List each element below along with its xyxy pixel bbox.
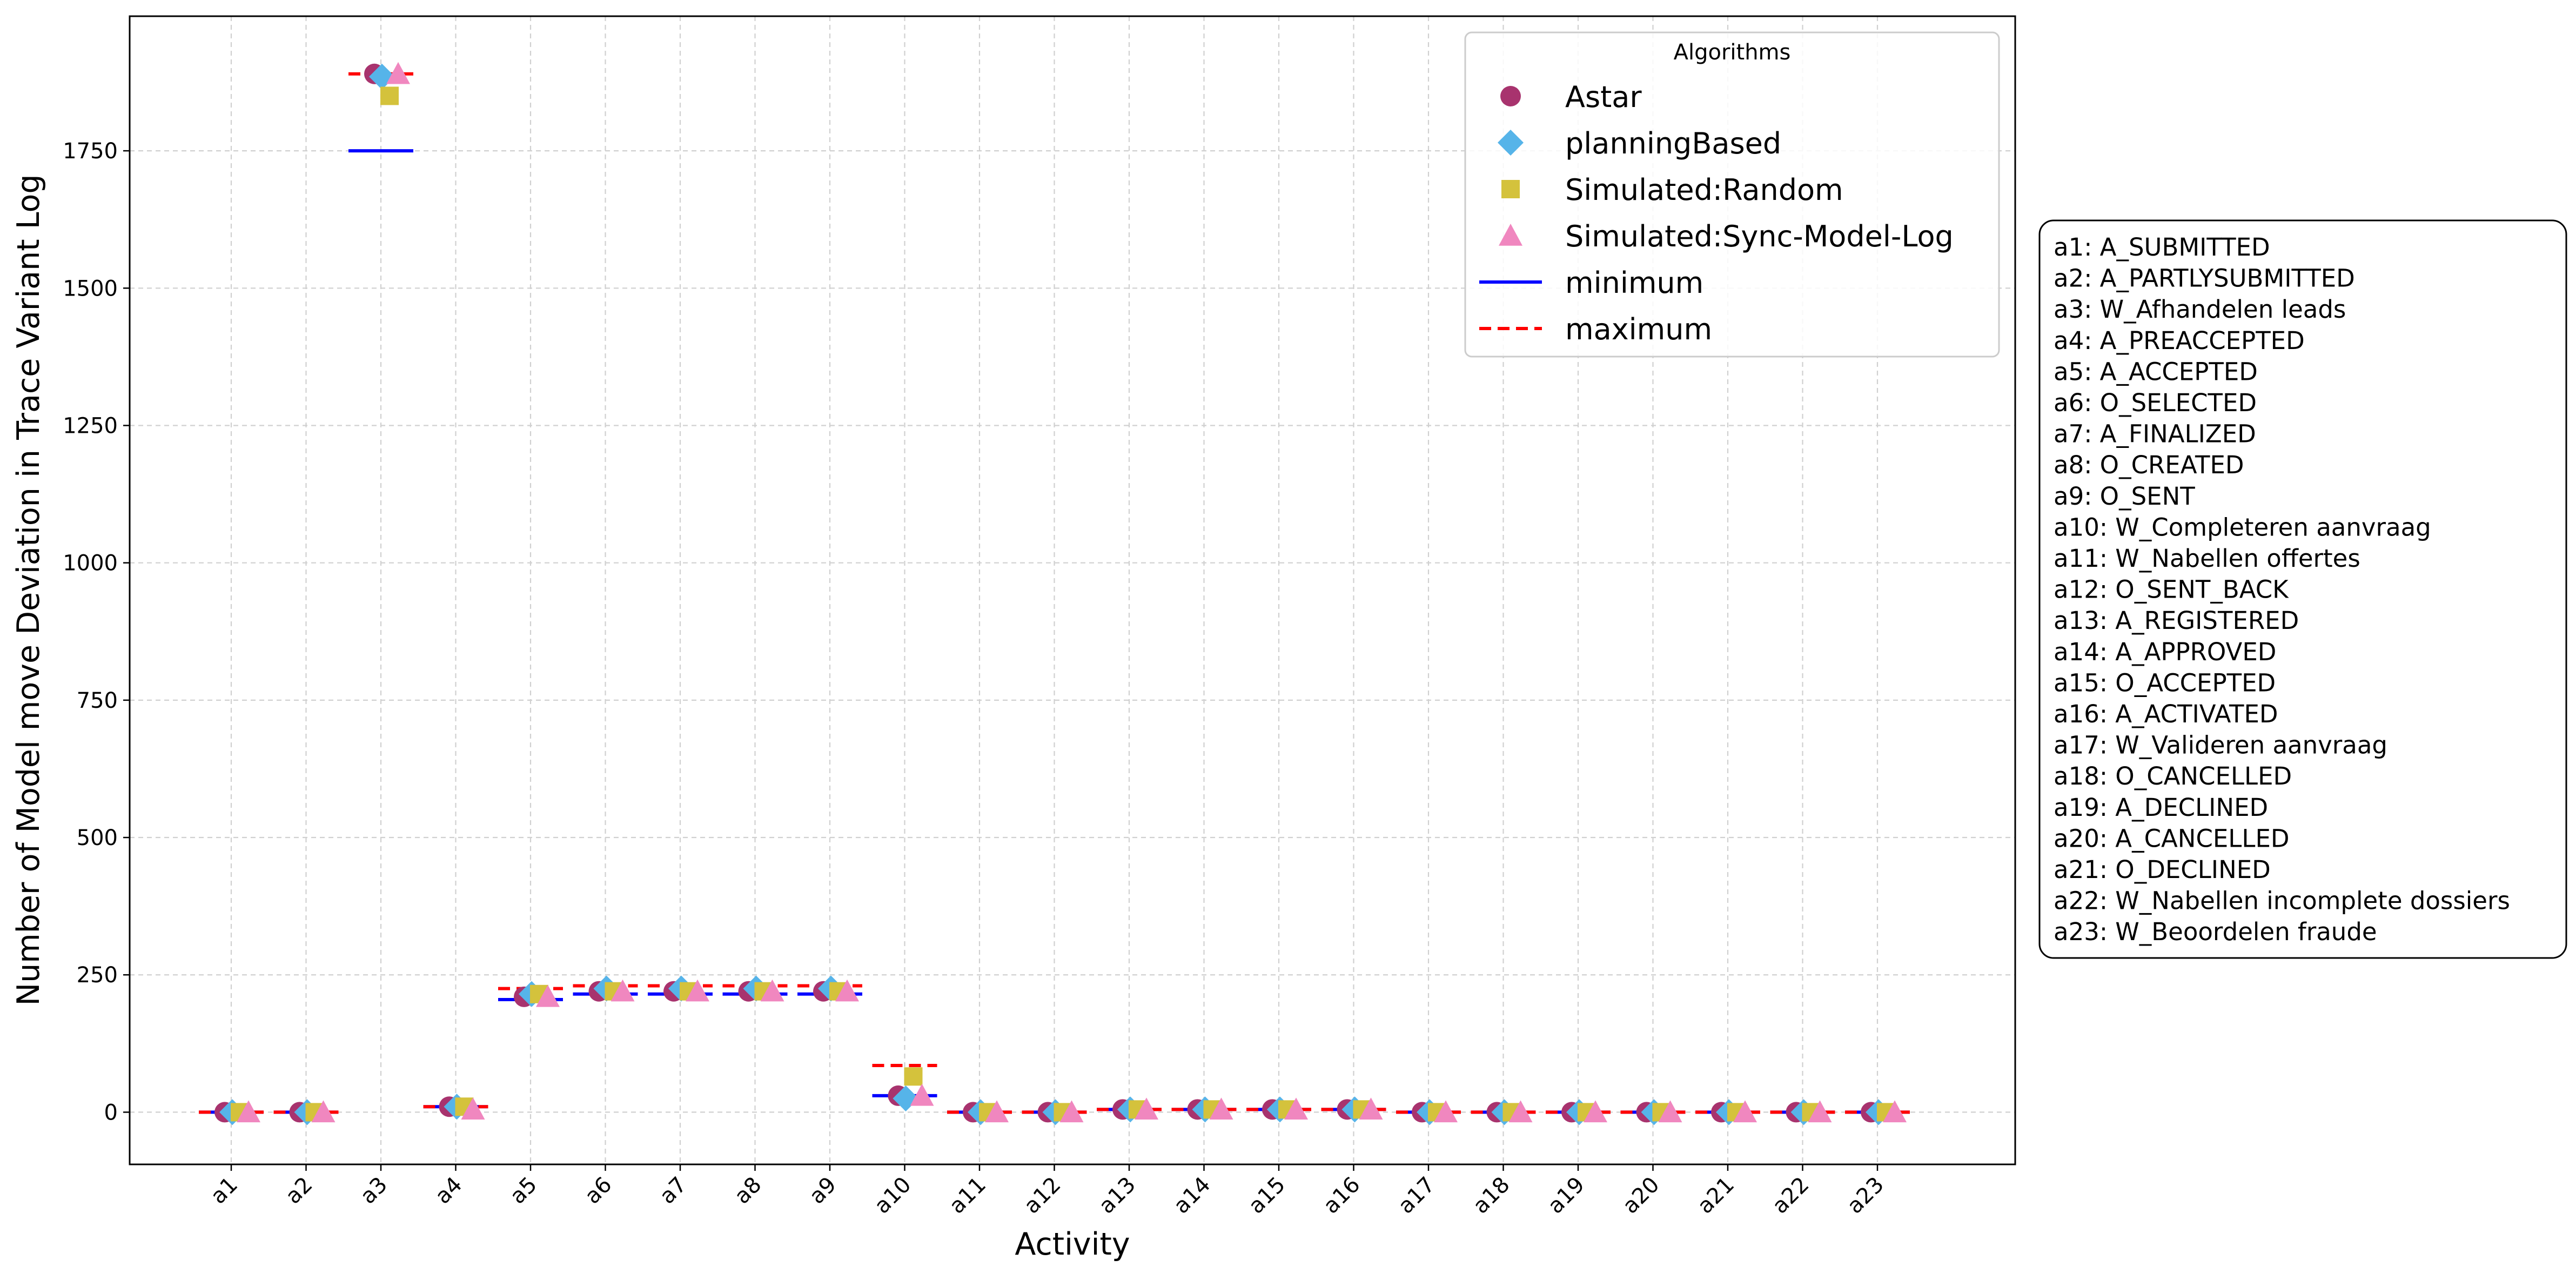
activity-key-entry: a10: W_Completeren aanvraag: [2054, 513, 2431, 541]
legend-label: maximum: [1565, 312, 1712, 346]
activity-key-entry: a1: A_SUBMITTED: [2054, 233, 2270, 262]
data-point: [536, 984, 560, 1007]
activity-key-entry: a13: A_REGISTERED: [2054, 606, 2299, 635]
data-point: [1434, 1100, 1458, 1123]
y-tick-label: 1750: [63, 139, 118, 164]
activity-key-entry: a3: W_Afhandelen leads: [2054, 295, 2346, 324]
data-point: [311, 1100, 336, 1123]
x-axis-label: Activity: [1015, 1227, 1130, 1262]
activity-key-entry: a21: O_DECLINED: [2054, 855, 2271, 884]
data-point: [910, 1083, 934, 1106]
legend-marker: [1498, 130, 1524, 156]
data-point: [380, 86, 399, 105]
legend-label: Simulated:Sync-Model-Log: [1565, 219, 1954, 253]
data-point: [386, 62, 410, 84]
activity-key-entry: a8: O_CREATED: [2054, 451, 2244, 479]
y-tick-label: 1250: [63, 413, 118, 438]
legend-marker: [1501, 180, 1520, 198]
data-point: [1059, 1100, 1084, 1123]
legend-box: [1464, 31, 2000, 358]
activity-key-box: [2038, 219, 2567, 959]
legend-marker: [1499, 224, 1522, 246]
data-point: [686, 979, 709, 1002]
data-point: [1209, 1097, 1233, 1120]
activity-key-entry: a16: A_ACTIVATED: [2054, 700, 2278, 728]
data-point: [1359, 1097, 1383, 1120]
data-point: [1658, 1100, 1682, 1123]
data-point: [1284, 1097, 1308, 1120]
data-point: [760, 979, 784, 1002]
activity-key-entry: a7: A_FINALIZED: [2054, 420, 2256, 448]
activity-key-entry: a15: O_ACCEPTED: [2054, 668, 2276, 697]
activity-key-entry: a19: A_DECLINED: [2054, 793, 2268, 822]
grid: [130, 16, 2015, 1164]
data-point: [611, 979, 635, 1002]
activity-key-entry: a5: A_ACCEPTED: [2054, 357, 2258, 386]
activity-key-entry: a23: W_Beoordelen fraude: [2054, 917, 2377, 946]
data-point: [904, 1067, 923, 1086]
data-point: [1733, 1100, 1757, 1123]
data-point: [1508, 1100, 1533, 1123]
data-point: [835, 979, 859, 1002]
data-point: [1584, 1100, 1607, 1123]
legend-label: Simulated:Random: [1565, 173, 1843, 207]
data-point: [1808, 1100, 1832, 1123]
data-point: [237, 1100, 260, 1123]
activity-key-entry: a18: O_CANCELLED: [2054, 762, 2292, 790]
y-tick-label: 1000: [63, 551, 118, 576]
activity-key-entry: a14: A_APPROVED: [2054, 638, 2276, 666]
activity-key-entry: a17: W_Valideren aanvraag: [2054, 731, 2387, 760]
activity-key-entry: a2: A_PARTLYSUBMITTED: [2054, 264, 2355, 293]
activity-key-entry: a9: O_SENT: [2054, 482, 2195, 511]
y-tick-label: 1500: [63, 276, 118, 301]
plot-frame: [129, 15, 2016, 1165]
y-tick-label: 0: [104, 1100, 118, 1125]
activity-key-entry: a12: O_SENT_BACK: [2054, 575, 2289, 604]
y-tick-label: 750: [77, 688, 118, 713]
legend-marker: [1500, 86, 1521, 106]
data-point: [1883, 1100, 1907, 1123]
y-tick-label: 250: [77, 963, 118, 988]
y-axis-label: Number of Model move Deviation in Trace …: [11, 175, 46, 1006]
legend: Algorithms Astar planningBased Simulated:Ra…: [1464, 31, 2000, 358]
legend-title: Algorithms: [1674, 40, 1791, 65]
data-point: [461, 1097, 485, 1120]
legend-label: Astar: [1565, 80, 1642, 114]
activity-key-entry: a6: O_SELECTED: [2054, 388, 2257, 417]
legend-label: planningBased: [1565, 126, 1781, 160]
activity-key-entry: a22: W_Nabellen incomplete dossiers: [2054, 887, 2510, 915]
activity-key-entry: a4: A_PREACCEPTED: [2054, 326, 2305, 355]
data-point: [1135, 1097, 1158, 1120]
data-points: [214, 62, 1907, 1125]
data-point: [985, 1100, 1009, 1123]
y-tick-label: 500: [77, 826, 118, 850]
legend-label: minimum: [1565, 266, 1703, 300]
activity-key-entry: a20: A_CANCELLED: [2054, 824, 2290, 853]
activity-key-entry: a11: W_Nabellen offertes: [2054, 544, 2360, 573]
